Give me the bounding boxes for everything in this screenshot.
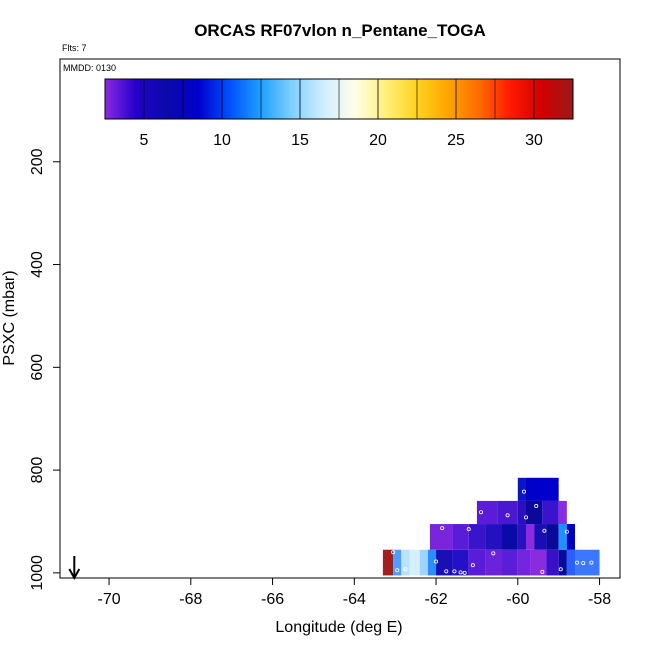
- heatmap-cell-29: [497, 500, 518, 525]
- x-tick-label-0: -70: [97, 591, 120, 608]
- plot-frame: [59, 58, 621, 579]
- y-tick-label-0: 200: [29, 148, 46, 175]
- y-tick-label-3: 800: [29, 457, 46, 484]
- heatmap-cell-1: [393, 549, 402, 576]
- y-tick-label-2: 600: [29, 354, 46, 381]
- heatmap-cell-33: [558, 500, 567, 525]
- colorbar-tick-label-2: 15: [291, 132, 309, 149]
- heatmap-cell-2: [401, 549, 410, 576]
- heatmap-cell-17: [429, 524, 453, 550]
- y-axis-label: PSXC (mbar): [1, 270, 18, 365]
- heatmap-cell-26: [558, 524, 567, 550]
- heatmap-cell-15: [566, 549, 576, 576]
- arrow-head: [68, 568, 81, 581]
- heatmap-cell-24: [534, 524, 547, 550]
- heatmap-cell-18: [452, 524, 469, 550]
- data-point-14: [589, 560, 594, 565]
- data-point-6: [458, 570, 463, 575]
- date-note: MMDD: 0130: [63, 63, 116, 73]
- data-point-18: [505, 513, 510, 518]
- heatmap-cell-9: [485, 549, 502, 576]
- colorbar-tick-label-0: 5: [140, 132, 149, 149]
- heatmap-cell-10: [501, 549, 518, 576]
- data-point-9: [491, 551, 496, 556]
- heatmap-cell-12: [530, 549, 547, 576]
- heatmap-cell-19: [468, 524, 486, 550]
- data-point-11: [558, 567, 563, 572]
- data-point-16: [466, 527, 471, 532]
- heatmap-cell-27: [566, 524, 576, 550]
- heatmap-cells: [382, 477, 600, 576]
- data-point-2: [403, 567, 408, 572]
- x-tick-label-3: -64: [343, 591, 366, 608]
- heatmap-cell-32: [542, 500, 559, 525]
- colorbar-ticks: 5 10 15 20 25 30: [140, 79, 543, 149]
- chart-title: ORCAS RF07vlon n_Pentane_TOGA: [194, 21, 486, 40]
- x-tick-label-2: -66: [261, 591, 284, 608]
- data-point-22: [564, 529, 569, 534]
- x-tick-label-4: -62: [424, 591, 447, 608]
- data-point-10: [540, 569, 545, 574]
- heatmap-cell-3: [409, 549, 420, 576]
- heatmap-cell-34: [517, 477, 526, 501]
- data-point-15: [440, 526, 445, 531]
- colorbar-tick-label-4: 25: [447, 132, 465, 149]
- data-points: [391, 480, 594, 575]
- heatmap-cell-0: [382, 549, 394, 576]
- heatmap-cell-11: [517, 549, 531, 576]
- flights-note: Flts: 7: [62, 43, 87, 53]
- heatmap-cell-31: [525, 500, 543, 525]
- data-point-7: [462, 570, 467, 575]
- x-axis-label: Longitude (deg E): [275, 619, 402, 636]
- data-point-23: [566, 507, 571, 512]
- heatmap-cell-21: [501, 524, 518, 550]
- data-point-21: [542, 528, 547, 533]
- heatmap-cell-25: [546, 524, 559, 550]
- heatmap-cell-6: [436, 549, 453, 576]
- y-tick-label-1: 400: [29, 251, 46, 278]
- heatmap-cell-7: [452, 549, 469, 576]
- x-tick-label-5: -60: [506, 591, 529, 608]
- data-point-25: [558, 480, 563, 485]
- heatmap-cell-13: [546, 549, 559, 576]
- data-point-13: [581, 561, 586, 566]
- heatmap-cell-4: [419, 549, 428, 576]
- data-point-0: [391, 550, 396, 555]
- arrow-marker: [68, 556, 81, 581]
- x-axis: -70 -68 -66 -64 -62 -60 -58: [97, 578, 611, 608]
- colorbar-tick-label-5: 30: [525, 132, 543, 149]
- heatmap-cell-8: [468, 549, 486, 576]
- heatmap-cell-20: [485, 524, 502, 550]
- y-axis: 200 400 600 800 1000: [29, 148, 60, 591]
- heatmap-cell-23: [525, 524, 535, 550]
- colorbar-tick-label-3: 20: [369, 132, 387, 149]
- heatmap-cell-30: [517, 500, 526, 525]
- heatmap-cell-35: [525, 477, 559, 501]
- data-point-5: [452, 569, 457, 574]
- x-tick-label-1: -68: [179, 591, 202, 608]
- heatmap-cell-16: [575, 549, 600, 576]
- y-tick-label-4: 1000: [29, 555, 46, 591]
- heatmap-cell-22: [517, 524, 526, 550]
- data-point-4: [444, 569, 449, 574]
- data-point-3: [434, 559, 439, 564]
- heatmap-cell-28: [476, 500, 498, 525]
- heatmap-cell-5: [427, 549, 437, 576]
- data-point-20: [534, 504, 539, 509]
- data-point-17: [479, 510, 484, 515]
- x-tick-label-6: -58: [588, 591, 611, 608]
- data-point-12: [575, 560, 580, 565]
- colorbar-tick-label-1: 10: [213, 132, 231, 149]
- data-point-8: [470, 563, 475, 568]
- heatmap-cell-14: [558, 549, 567, 576]
- data-point-24: [521, 489, 526, 494]
- data-point-1: [395, 568, 400, 573]
- data-point-19: [523, 515, 528, 520]
